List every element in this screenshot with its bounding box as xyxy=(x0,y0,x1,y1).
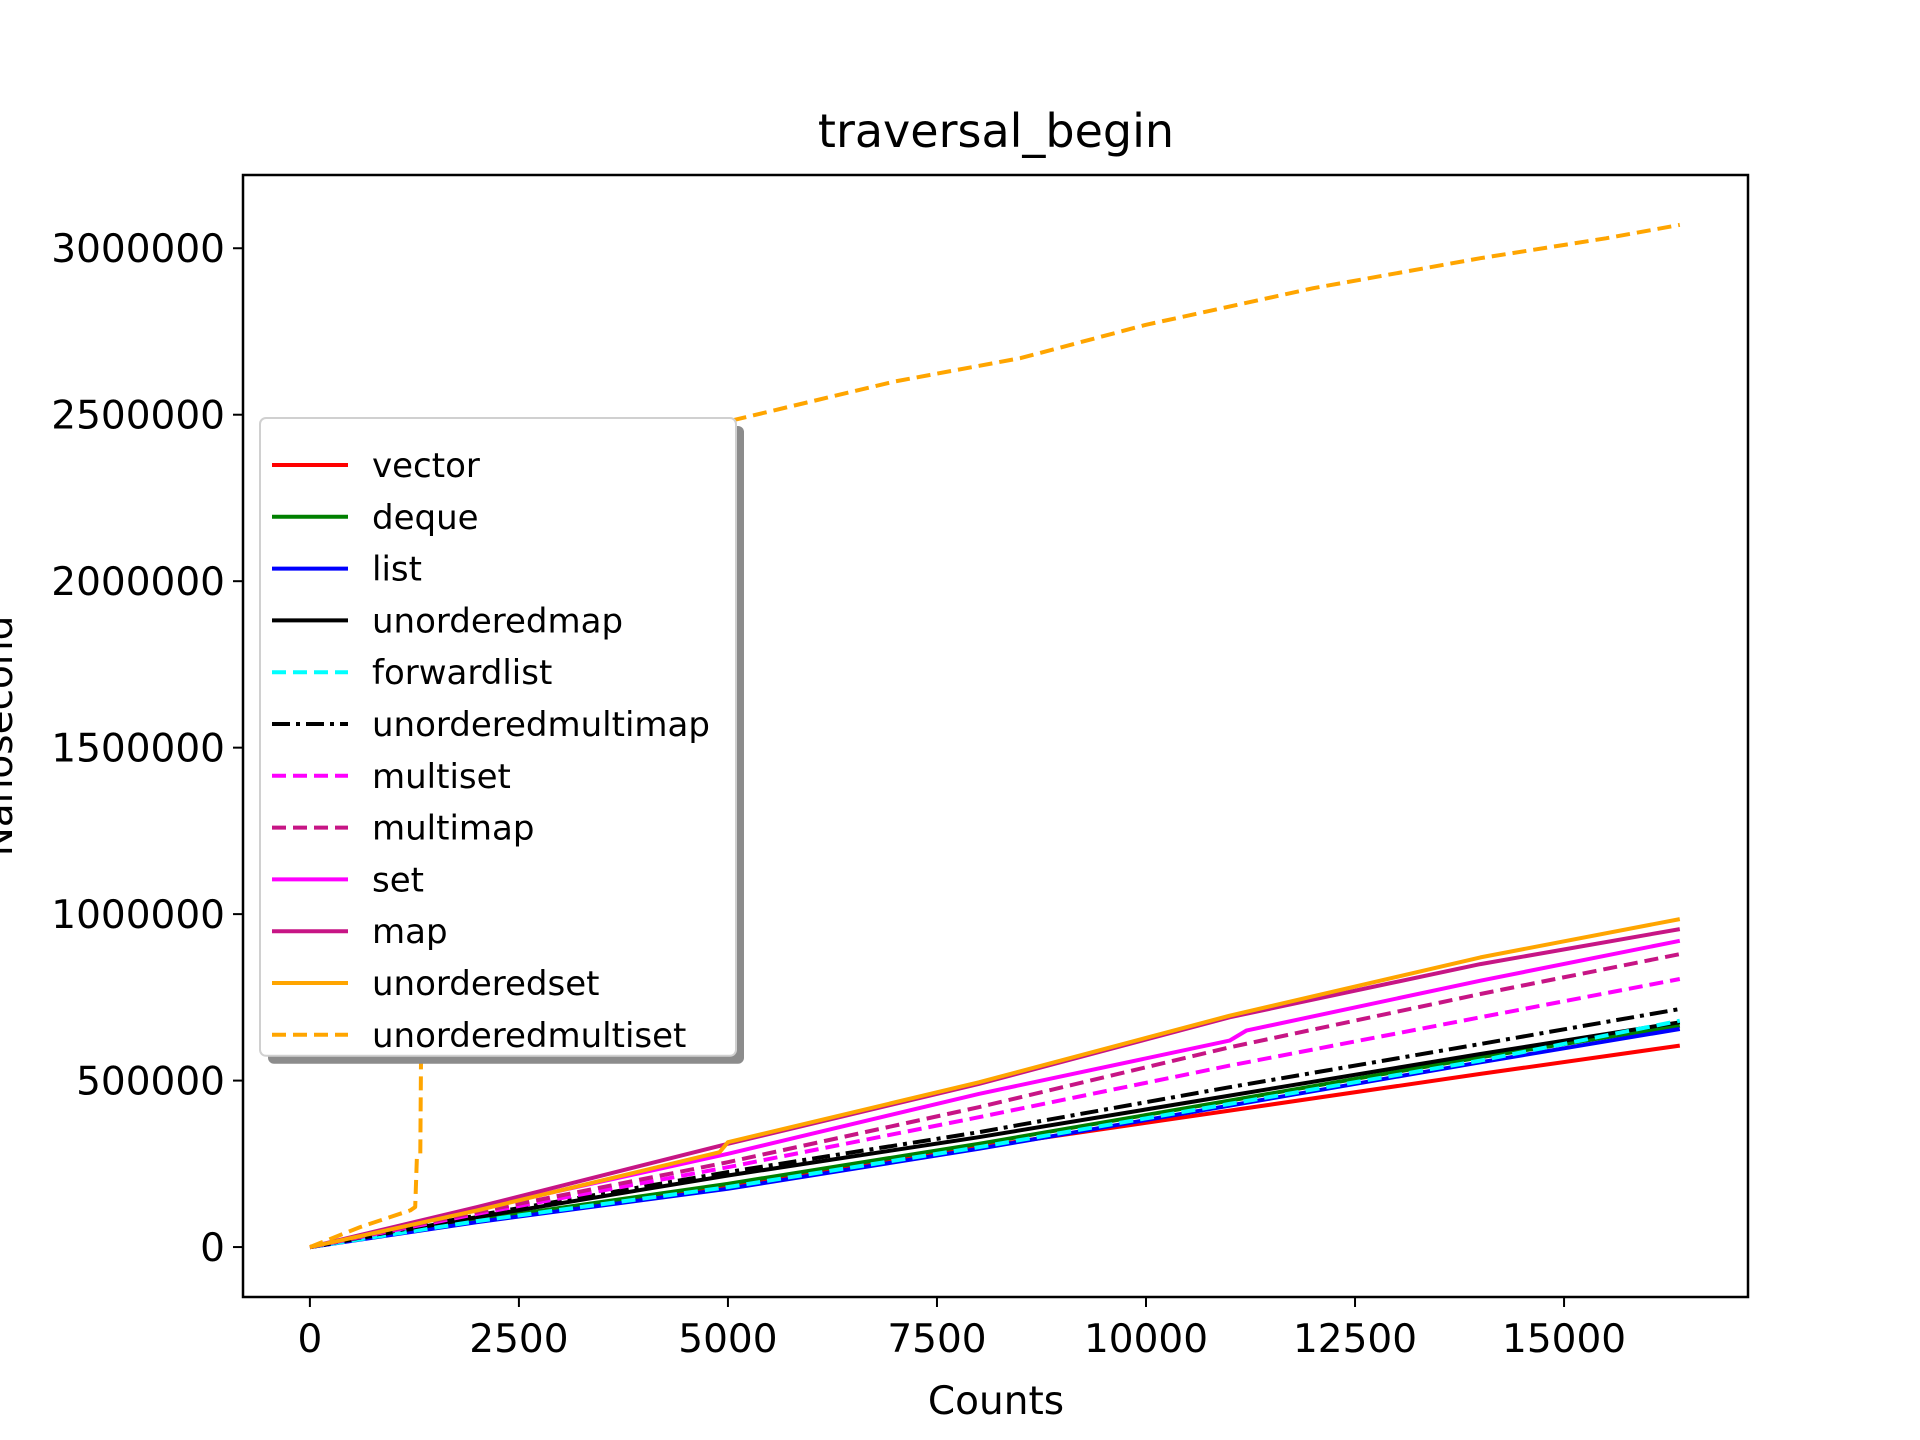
x-axis: 0 2500 5000 7500 10000 12500 15000 xyxy=(297,1297,1626,1362)
legend-label: unorderedmap xyxy=(372,601,623,641)
x-tick-label: 7500 xyxy=(887,1317,986,1362)
y-tick-label: 2500000 xyxy=(51,394,225,439)
legend-label: vector xyxy=(372,446,480,486)
y-axis-label: Nanosecond xyxy=(0,616,22,857)
chart-title: traversal_begin xyxy=(818,104,1174,158)
x-tick-label: 15000 xyxy=(1502,1317,1626,1362)
x-tick-label: 5000 xyxy=(678,1317,777,1362)
x-axis-label: Counts xyxy=(928,1379,1064,1424)
y-tick-label: 500000 xyxy=(76,1060,225,1105)
legend-label: multimap xyxy=(372,809,534,849)
plot-area xyxy=(241,173,1750,1299)
x-tick-label: 10000 xyxy=(1084,1317,1208,1362)
y-tick-label: 1500000 xyxy=(51,727,225,772)
legend-label: unorderedmultimap xyxy=(372,705,710,745)
plot-border xyxy=(241,173,1750,1299)
legend-label: deque xyxy=(372,498,479,538)
legend-label: set xyxy=(372,860,424,900)
x-tick-label: 0 xyxy=(297,1317,322,1362)
x-tick-label: 12500 xyxy=(1293,1317,1417,1362)
legend-label: unorderedset xyxy=(372,964,599,1004)
legend-box xyxy=(259,417,737,1057)
y-tick-label: 1000000 xyxy=(51,893,225,938)
legend-label: map xyxy=(372,912,448,952)
legend: vector deque list unorderedmap forwardlist un… xyxy=(259,417,744,1064)
series-line-unorderedset xyxy=(309,917,1681,1250)
series-line-unorderedmap xyxy=(309,1020,1681,1250)
legend-label: list xyxy=(372,550,422,590)
legend-label: multiset xyxy=(372,757,511,797)
y-tick-label: 3000000 xyxy=(51,227,225,272)
legend-label: unorderedmultiset xyxy=(372,1016,686,1056)
legend-label: forwardlist xyxy=(372,653,552,693)
y-axis: 0 500000 1000000 1500000 2000000 2500000 30000… xyxy=(51,227,243,1271)
x-tick-label: 2500 xyxy=(469,1317,568,1362)
series-line-forwardlist xyxy=(309,1018,1681,1250)
y-tick-label: 2000000 xyxy=(51,560,225,605)
y-tick-label: 0 xyxy=(200,1226,225,1271)
